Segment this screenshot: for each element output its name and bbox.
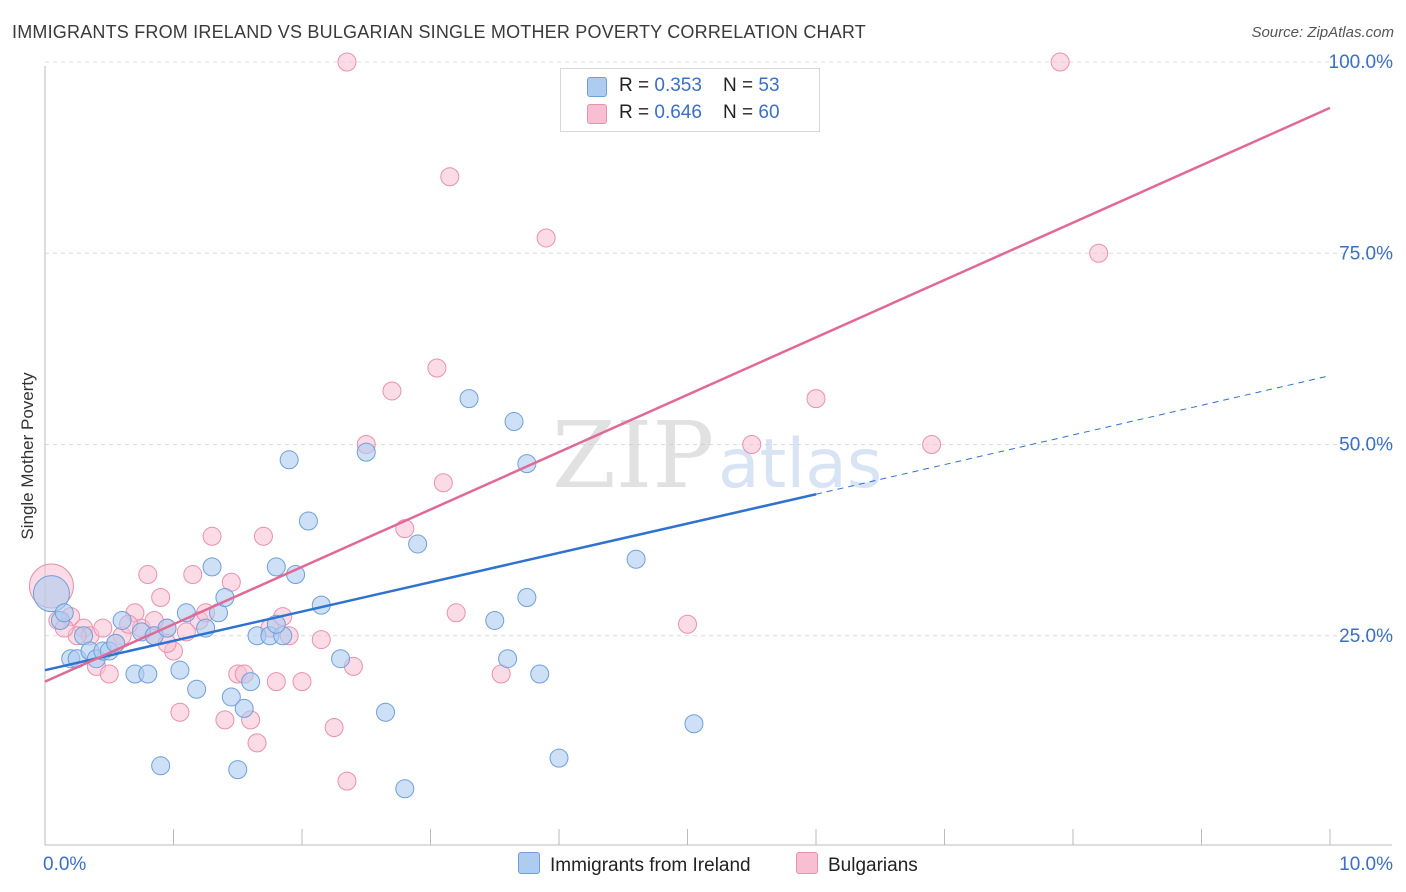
ireland-point	[331, 649, 351, 669]
ireland-point	[112, 610, 132, 630]
bulgarians-point	[446, 603, 466, 623]
ireland-point	[684, 714, 704, 734]
x-tick-label: 10.0%	[1339, 854, 1393, 875]
bulgarians-point	[337, 52, 357, 72]
legend-r-value: 0.646	[654, 102, 702, 123]
bulgarians-point	[215, 710, 235, 730]
chart-title: IMMIGRANTS FROM IRELAND VS BULGARIAN SIN…	[12, 22, 866, 42]
legend-swatch-ireland	[587, 77, 607, 97]
ireland-point	[266, 614, 286, 634]
ireland-point	[138, 664, 158, 684]
bottom-legend-label-bulgarians: Bulgarians	[828, 855, 918, 876]
ireland-point	[202, 557, 222, 577]
correlation-legend: R = 0.353 N = 53 R = 0.646 N = 60	[560, 68, 820, 132]
ireland-point	[549, 748, 569, 768]
ireland-point	[221, 687, 241, 707]
bulgarians-point	[536, 228, 556, 248]
ireland-point	[485, 610, 505, 630]
bulgarians-point	[337, 771, 357, 791]
bulgarians-point	[427, 358, 447, 378]
axes	[44, 66, 1392, 846]
legend-r-label: R =	[619, 102, 655, 123]
trend-lines	[44, 106, 1331, 683]
bottom-legend-swatch-bulgarians	[796, 852, 818, 874]
bottom-legend-swatch-ireland	[518, 852, 540, 874]
legend-n-value: 53	[758, 75, 780, 96]
ireland-point	[517, 588, 537, 607]
bulgarians-point	[311, 630, 331, 650]
ireland-point	[151, 756, 171, 776]
ireland-point	[395, 779, 415, 799]
y-axis-label: Single Mother Poverty	[18, 372, 37, 540]
bulgarians-point	[440, 167, 460, 187]
bulgarians-point	[382, 381, 402, 401]
ireland-point	[298, 511, 318, 531]
bottom-legend-bulgarians: Bulgarians	[796, 852, 918, 877]
ireland-trend-extension	[815, 375, 1331, 495]
bulgarians-point	[99, 664, 119, 684]
bulgarians-point	[324, 718, 344, 738]
ireland-point	[266, 557, 286, 577]
legend-n-value: 60	[758, 102, 780, 123]
x-tick-label: 0.0%	[43, 854, 86, 875]
bottom-legend-ireland: Immigrants from Ireland	[518, 852, 751, 877]
ireland-point	[234, 698, 254, 718]
bulgarians-point	[1089, 243, 1109, 263]
ireland-point	[228, 760, 248, 780]
ireland-point	[187, 679, 207, 699]
ireland-point	[376, 702, 396, 722]
source-credit: Source: ZipAtlas.com	[1251, 24, 1394, 41]
ireland-point	[530, 664, 550, 684]
bulgarians-point	[922, 435, 942, 454]
tick-labels: 25.0% 50.0% 75.0% 100.0% 0.0% 10.0%	[43, 52, 1393, 875]
y-tick-label: 100.0%	[1329, 52, 1394, 73]
bulgarians-point	[247, 733, 267, 753]
watermark: ZIP atlas	[552, 402, 882, 509]
bulgarians-point	[292, 672, 312, 692]
legend-r-label: R =	[619, 75, 655, 96]
ireland-point	[504, 412, 524, 432]
bulgarians-point	[806, 389, 826, 409]
y-tick-label: 75.0%	[1339, 243, 1393, 264]
ireland-point	[241, 672, 261, 692]
ireland-point	[356, 442, 376, 462]
bulgarians-trend-line	[44, 106, 1331, 683]
bottom-legend-label-ireland: Immigrants from Ireland	[550, 855, 751, 876]
legend-n-label: N =	[723, 75, 759, 96]
ireland-point	[279, 450, 299, 470]
bulgarians-point	[253, 526, 273, 546]
ireland-point	[626, 549, 646, 569]
bulgarians-point	[183, 565, 203, 585]
bulgarians-point	[170, 702, 190, 722]
ireland-point	[32, 575, 70, 613]
bulgarians-point	[138, 565, 158, 585]
grid	[45, 61, 1392, 637]
ireland-point	[459, 389, 479, 409]
ireland-point	[408, 534, 428, 554]
legend-swatch-bulgarians	[587, 104, 607, 124]
bulgarians-point	[678, 614, 697, 634]
bulgarians-point	[266, 672, 286, 692]
bulgarians-point	[433, 473, 453, 493]
ireland-point	[54, 603, 74, 623]
bulgarians-point	[151, 588, 171, 607]
bulgarians-point	[202, 526, 222, 546]
ireland-point	[170, 660, 190, 680]
ireland-point	[498, 649, 518, 669]
bulgarians-point	[1050, 52, 1070, 72]
legend-r-value: 0.353	[654, 75, 702, 96]
bulgarians-point	[742, 435, 762, 454]
y-tick-label: 25.0%	[1339, 626, 1393, 647]
ireland-trend-line	[44, 493, 817, 672]
watermark-atlas: atlas	[718, 425, 882, 504]
bulgarians-point	[93, 618, 113, 638]
y-tick-label: 50.0%	[1339, 435, 1393, 456]
legend-n-label: N =	[723, 102, 759, 123]
